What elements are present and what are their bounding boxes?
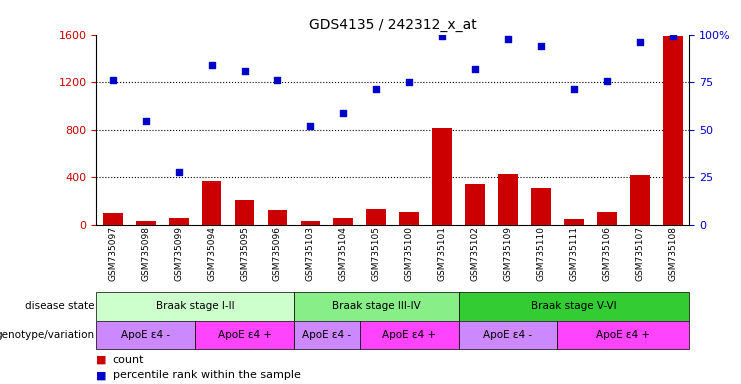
Bar	[432, 128, 452, 225]
Bar	[630, 175, 650, 225]
Point	[568, 86, 579, 92]
Point	[436, 33, 448, 39]
Text: ■: ■	[96, 370, 110, 381]
Text: percentile rank within the sample: percentile rank within the sample	[113, 370, 301, 381]
Bar	[557, 321, 689, 349]
Bar	[465, 184, 485, 225]
Text: disease state: disease state	[25, 301, 95, 311]
Text: genotype/variation: genotype/variation	[0, 330, 95, 340]
Point	[601, 78, 613, 84]
Bar	[498, 174, 518, 225]
Bar	[268, 210, 288, 225]
Text: ApoE ε4 -: ApoE ε4 -	[302, 330, 351, 340]
Text: ApoE ε4 +: ApoE ε4 +	[382, 330, 436, 340]
Point	[271, 77, 283, 83]
Point	[370, 86, 382, 92]
Bar	[597, 212, 617, 225]
Point	[634, 39, 645, 45]
Text: ■: ■	[96, 355, 110, 365]
Text: ApoE ε4 -: ApoE ε4 -	[483, 330, 533, 340]
Bar	[459, 321, 557, 349]
Bar	[662, 36, 682, 225]
Bar	[235, 200, 254, 225]
Bar	[360, 321, 459, 349]
Point	[535, 43, 547, 50]
Text: Braak stage I-II: Braak stage I-II	[156, 301, 234, 311]
Text: Braak stage V-VI: Braak stage V-VI	[531, 301, 617, 311]
Text: Braak stage III-IV: Braak stage III-IV	[332, 301, 421, 311]
Text: count: count	[113, 355, 144, 365]
Bar	[459, 292, 689, 321]
Point	[140, 118, 152, 124]
Point	[239, 68, 250, 74]
Bar	[195, 321, 294, 349]
Bar	[169, 217, 188, 225]
Bar	[399, 212, 419, 225]
Point	[667, 33, 679, 39]
Text: ApoE ε4 -: ApoE ε4 -	[122, 330, 170, 340]
Point	[107, 77, 119, 83]
Bar	[202, 181, 222, 225]
Text: ApoE ε4 +: ApoE ε4 +	[218, 330, 271, 340]
Bar	[531, 188, 551, 225]
Text: ApoE ε4 +: ApoE ε4 +	[597, 330, 651, 340]
Title: GDS4135 / 242312_x_at: GDS4135 / 242312_x_at	[309, 18, 476, 32]
Bar	[366, 209, 386, 225]
Bar	[96, 292, 294, 321]
Point	[206, 62, 218, 68]
Bar	[294, 321, 360, 349]
Bar	[564, 219, 584, 225]
Bar	[301, 221, 320, 225]
Bar	[103, 213, 123, 225]
Bar	[96, 321, 195, 349]
Point	[337, 110, 349, 116]
Point	[469, 66, 481, 72]
Point	[173, 169, 185, 175]
Bar	[136, 221, 156, 225]
Point	[305, 123, 316, 129]
Bar	[294, 292, 459, 321]
Bar	[333, 217, 353, 225]
Point	[502, 36, 514, 42]
Point	[403, 79, 415, 85]
